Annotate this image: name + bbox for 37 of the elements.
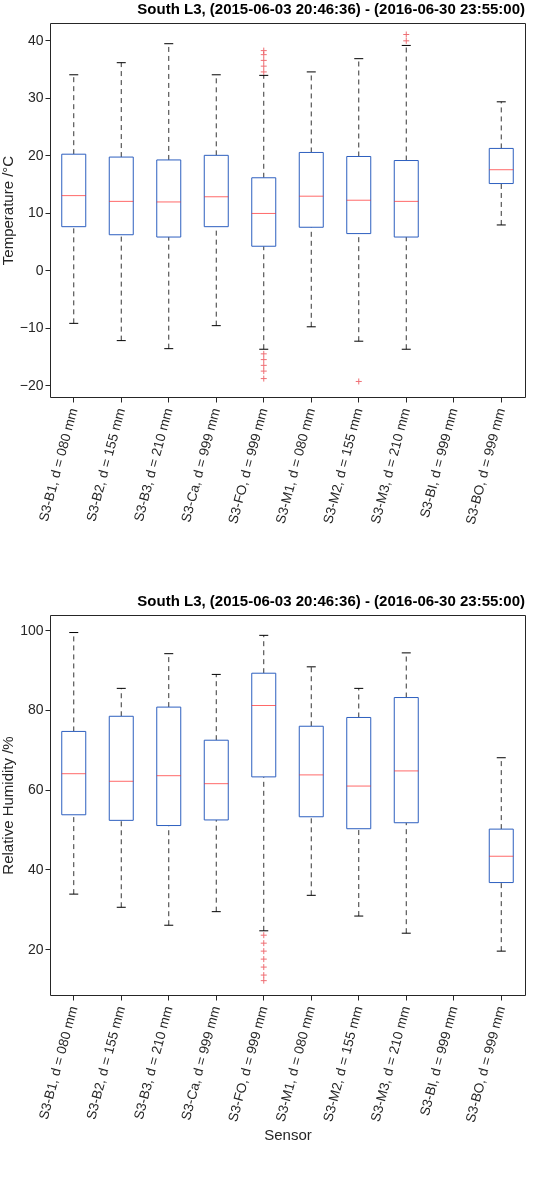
y-tick-label: 20	[27, 940, 44, 957]
x-tick-label: S3-M1, d = 080 mm	[272, 406, 319, 526]
chart-title: South L3, (2015-06-03 20:46:36) - (2016-06-30 23:55:00)	[137, 0, 525, 17]
y-tick-label: 40	[27, 31, 44, 48]
y-tick-label: 0	[35, 261, 44, 278]
y-tick-label: −10	[19, 319, 44, 336]
x-tick-label: S3-M3, d = 210 mm	[367, 406, 414, 526]
y-tick-label: 100	[20, 621, 44, 638]
x-tick-label: S3-M2, d = 155 mm	[320, 1004, 366, 1124]
x-tick-label: S3-M3, d = 210 mm	[367, 1004, 414, 1124]
x-tick-label: S3-B1, d = 080 mm	[35, 1004, 81, 1122]
chart-title: South L3, (2015-06-03 20:46:36) - (2016-06-30 23:55:00)	[137, 592, 525, 609]
x-tick-label: S3-FO, d = 999 mm	[225, 406, 271, 526]
x-tick-label: S3-FO, d = 999 mm	[225, 1004, 271, 1124]
x-axis-title: Sensor	[264, 1125, 312, 1143]
x-tick-label: S3-Ca, d = 999 mm	[178, 1004, 224, 1122]
y-tick-label: 20	[27, 146, 44, 163]
x-tick-label: S3-BO, d = 999 mm	[462, 1004, 509, 1124]
x-tick-label: S3-M1, d = 080 mm	[272, 1004, 319, 1124]
x-tick-label: S3-B2, d = 155 mm	[83, 406, 129, 524]
x-tick-label: S3-BI, d = 999 mm	[416, 406, 461, 520]
x-tick-label: S3-B2, d = 155 mm	[83, 1004, 129, 1122]
y-tick-label: 60	[27, 781, 44, 798]
x-tick-label: S3-B3, d = 210 mm	[130, 1004, 176, 1122]
y-tick-label: 40	[27, 860, 44, 877]
x-tick-label: S3-B1, d = 080 mm	[35, 406, 81, 524]
x-tick-label: S3-BO, d = 999 mm	[462, 406, 509, 526]
x-tick-label: S3-B3, d = 210 mm	[130, 406, 176, 524]
x-tick-label: S3-Ca, d = 999 mm	[178, 406, 224, 524]
y-tick-label: −20	[19, 376, 44, 393]
x-tick-label: S3-M2, d = 155 mm	[320, 406, 366, 526]
y-tick-label: 30	[27, 89, 44, 106]
x-tick-label: S3-BI, d = 999 mm	[416, 1004, 461, 1118]
y-tick-label: 10	[27, 204, 44, 221]
y-axis-title: Temperature /°C	[0, 155, 16, 266]
y-tick-label: 80	[27, 701, 44, 718]
y-axis-title: Relative Humidity /%	[0, 736, 17, 875]
